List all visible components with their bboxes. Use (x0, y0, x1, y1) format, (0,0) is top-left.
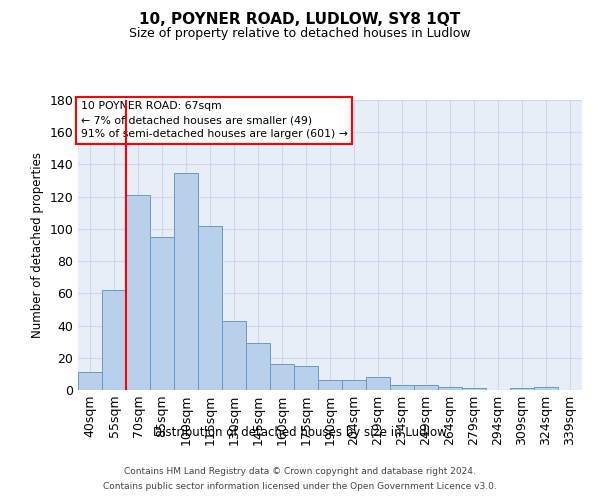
Bar (534, 387, 558, 390)
Bar (150, 237, 174, 390)
Text: Distribution of detached houses by size in Ludlow: Distribution of detached houses by size … (153, 426, 447, 439)
Bar (462, 388, 486, 390)
Bar (102, 290, 126, 390)
Bar (174, 172, 198, 390)
Y-axis label: Number of detached properties: Number of detached properties (31, 152, 44, 338)
Text: Size of property relative to detached houses in Ludlow: Size of property relative to detached ho… (129, 28, 471, 40)
Bar (414, 385, 438, 390)
Bar (510, 388, 534, 390)
Bar (222, 320, 246, 390)
Bar (294, 366, 318, 390)
Text: Contains HM Land Registry data © Crown copyright and database right 2024.: Contains HM Land Registry data © Crown c… (124, 467, 476, 476)
Bar (318, 380, 342, 390)
Text: Contains public sector information licensed under the Open Government Licence v3: Contains public sector information licen… (103, 482, 497, 491)
Bar (246, 344, 270, 390)
Bar (78, 372, 102, 390)
Bar (366, 377, 390, 390)
Text: 10 POYNER ROAD: 67sqm
← 7% of detached houses are smaller (49)
91% of semi-detac: 10 POYNER ROAD: 67sqm ← 7% of detached h… (80, 102, 347, 140)
Bar (438, 387, 462, 390)
Bar (270, 364, 294, 390)
Text: 10, POYNER ROAD, LUDLOW, SY8 1QT: 10, POYNER ROAD, LUDLOW, SY8 1QT (139, 12, 461, 28)
Bar (126, 195, 150, 390)
Bar (342, 380, 366, 390)
Bar (198, 226, 222, 390)
Bar (390, 385, 414, 390)
